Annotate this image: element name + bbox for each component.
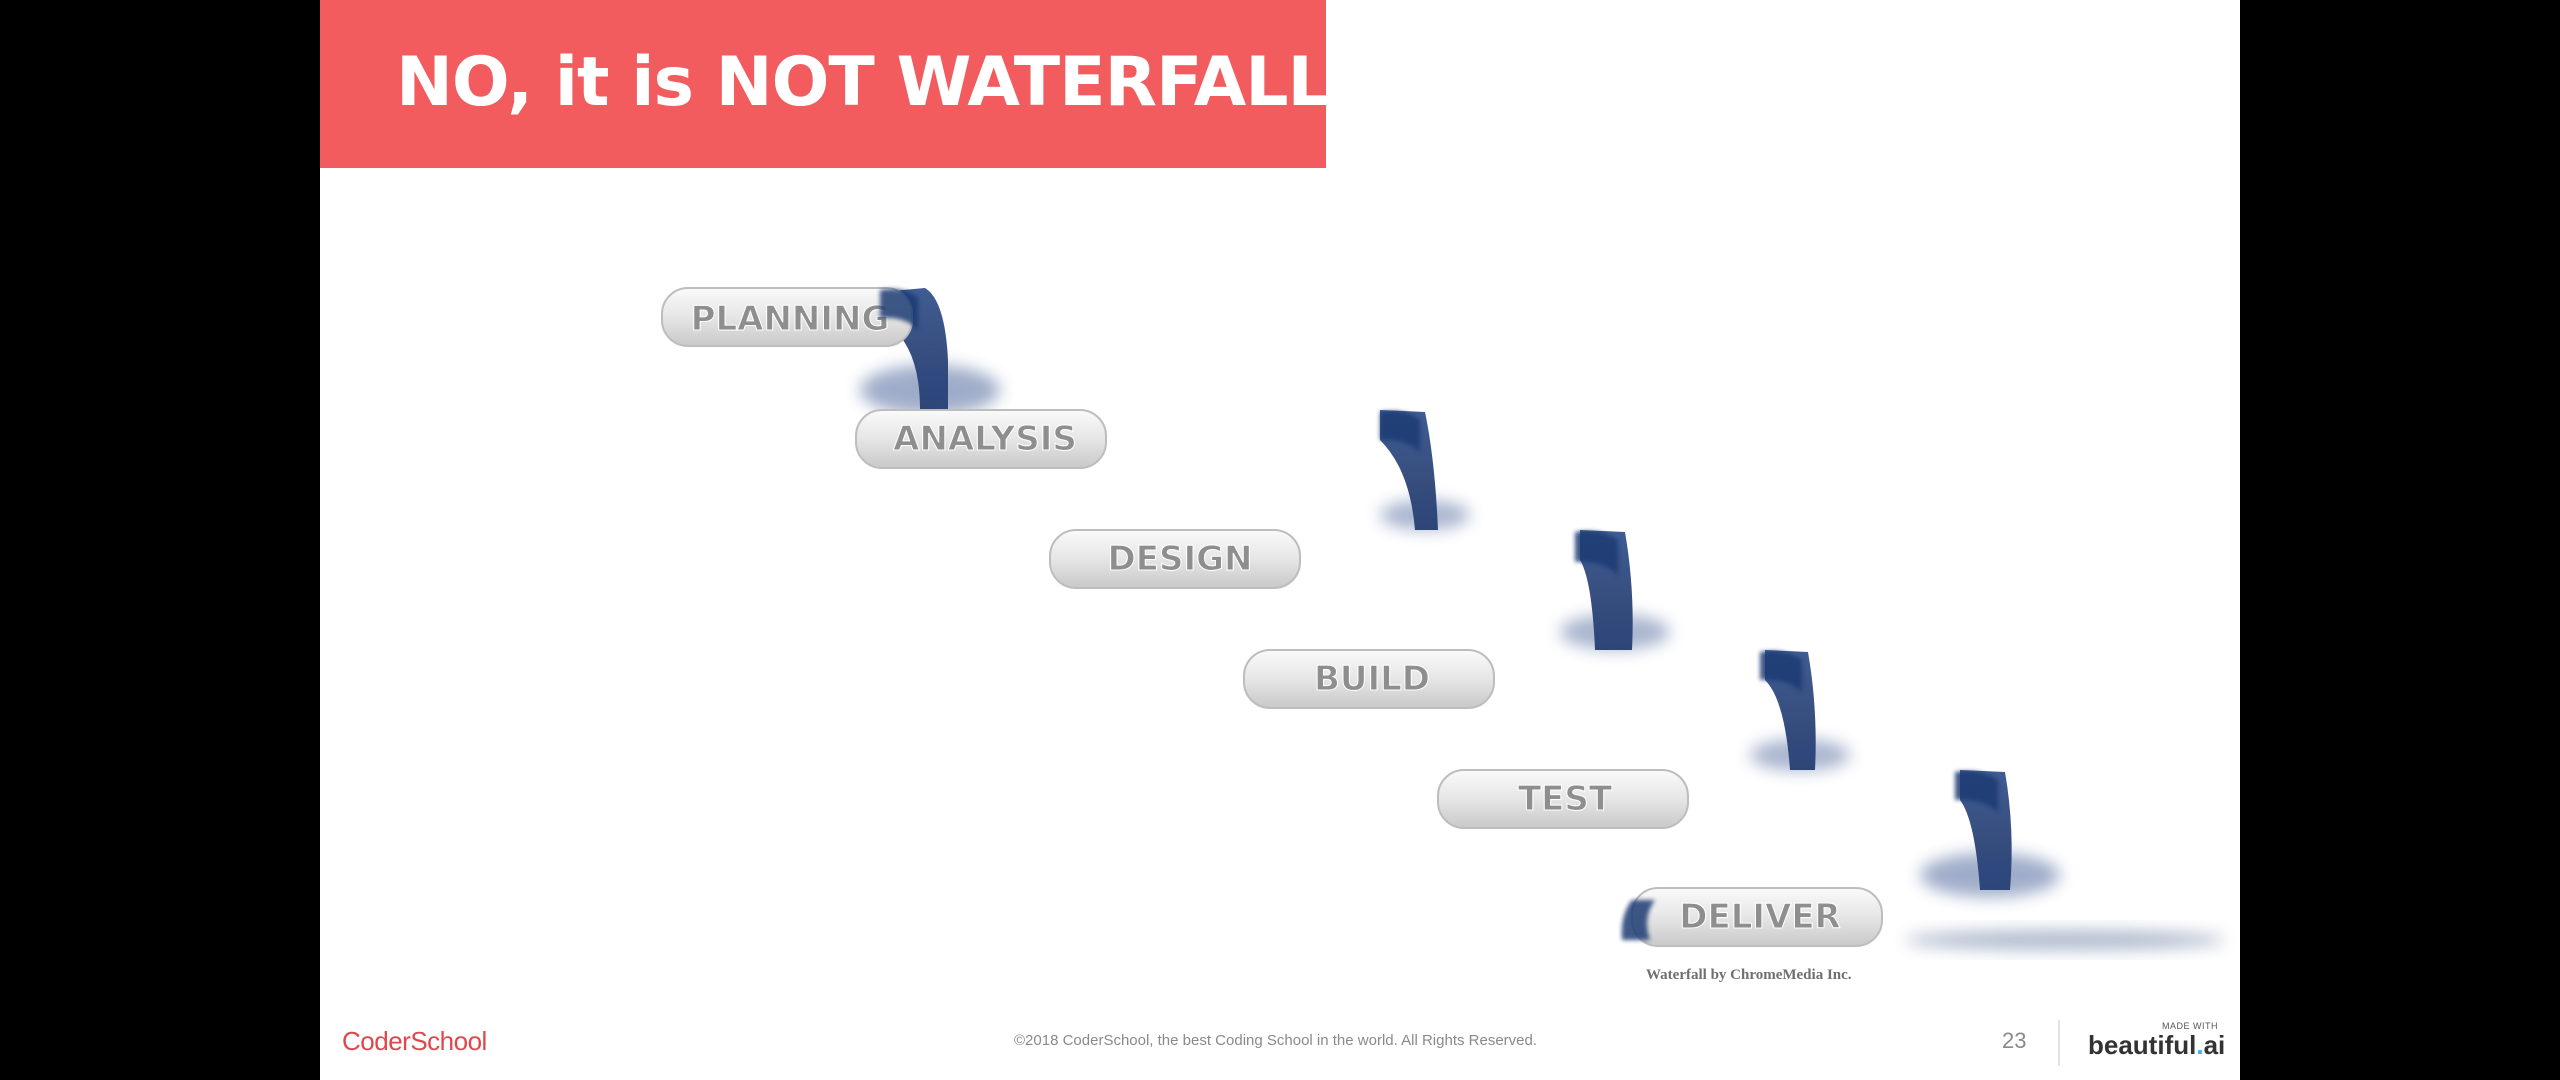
step-label-analysis: ANALYSIS <box>893 419 1077 459</box>
brand-suffix: ai <box>2203 1030 2226 1060</box>
step-label-design: DESIGN <box>1108 539 1253 579</box>
step-label-test: TEST <box>1518 779 1613 819</box>
step-build: BUILD <box>1243 649 1495 709</box>
step-test: TEST <box>1437 769 1689 829</box>
brand-name: beautiful <box>2088 1030 2197 1060</box>
water-flows <box>860 288 2225 950</box>
image-credit: Waterfall by ChromeMedia Inc. <box>1646 967 1852 983</box>
step-design: DESIGN <box>1049 529 1301 589</box>
step-analysis: ANALYSIS <box>855 409 1107 469</box>
step-deliver: DELIVER <box>1631 887 1883 947</box>
page-number: 23 <box>2002 1028 2027 1053</box>
beautiful-ai-logo[interactable]: beautiful.ai <box>2088 1030 2225 1061</box>
step-planning: PLANNING <box>661 287 913 347</box>
step-label-deliver: DELIVER <box>1679 897 1840 937</box>
brand-dot: . <box>2196 1030 2204 1060</box>
coderschool-logo: CoderSchool <box>342 1026 487 1056</box>
footer-divider <box>2058 1020 2060 1066</box>
step-label-planning: PLANNING <box>691 299 890 339</box>
title-bar: NO, it is NOT WATERFALL! <box>320 0 1361 168</box>
water-spills <box>880 289 1998 940</box>
slide-title: NO, it is NOT WATERFALL! <box>396 43 1361 122</box>
slide: NO, it is NOT WATERFALL! <box>320 0 2240 1080</box>
waterfall-diagram: PLANNING ANALYSIS DESIGN BUILD TEST DELI… <box>661 287 2225 950</box>
made-with-label: MADE WITH <box>2162 1021 2218 1031</box>
footer-copyright: ©2018 CoderSchool, the best Coding Schoo… <box>1014 1032 1538 1049</box>
step-label-build: BUILD <box>1314 659 1430 699</box>
step-pills: PLANNING ANALYSIS DESIGN BUILD TEST DELI… <box>661 287 1883 947</box>
